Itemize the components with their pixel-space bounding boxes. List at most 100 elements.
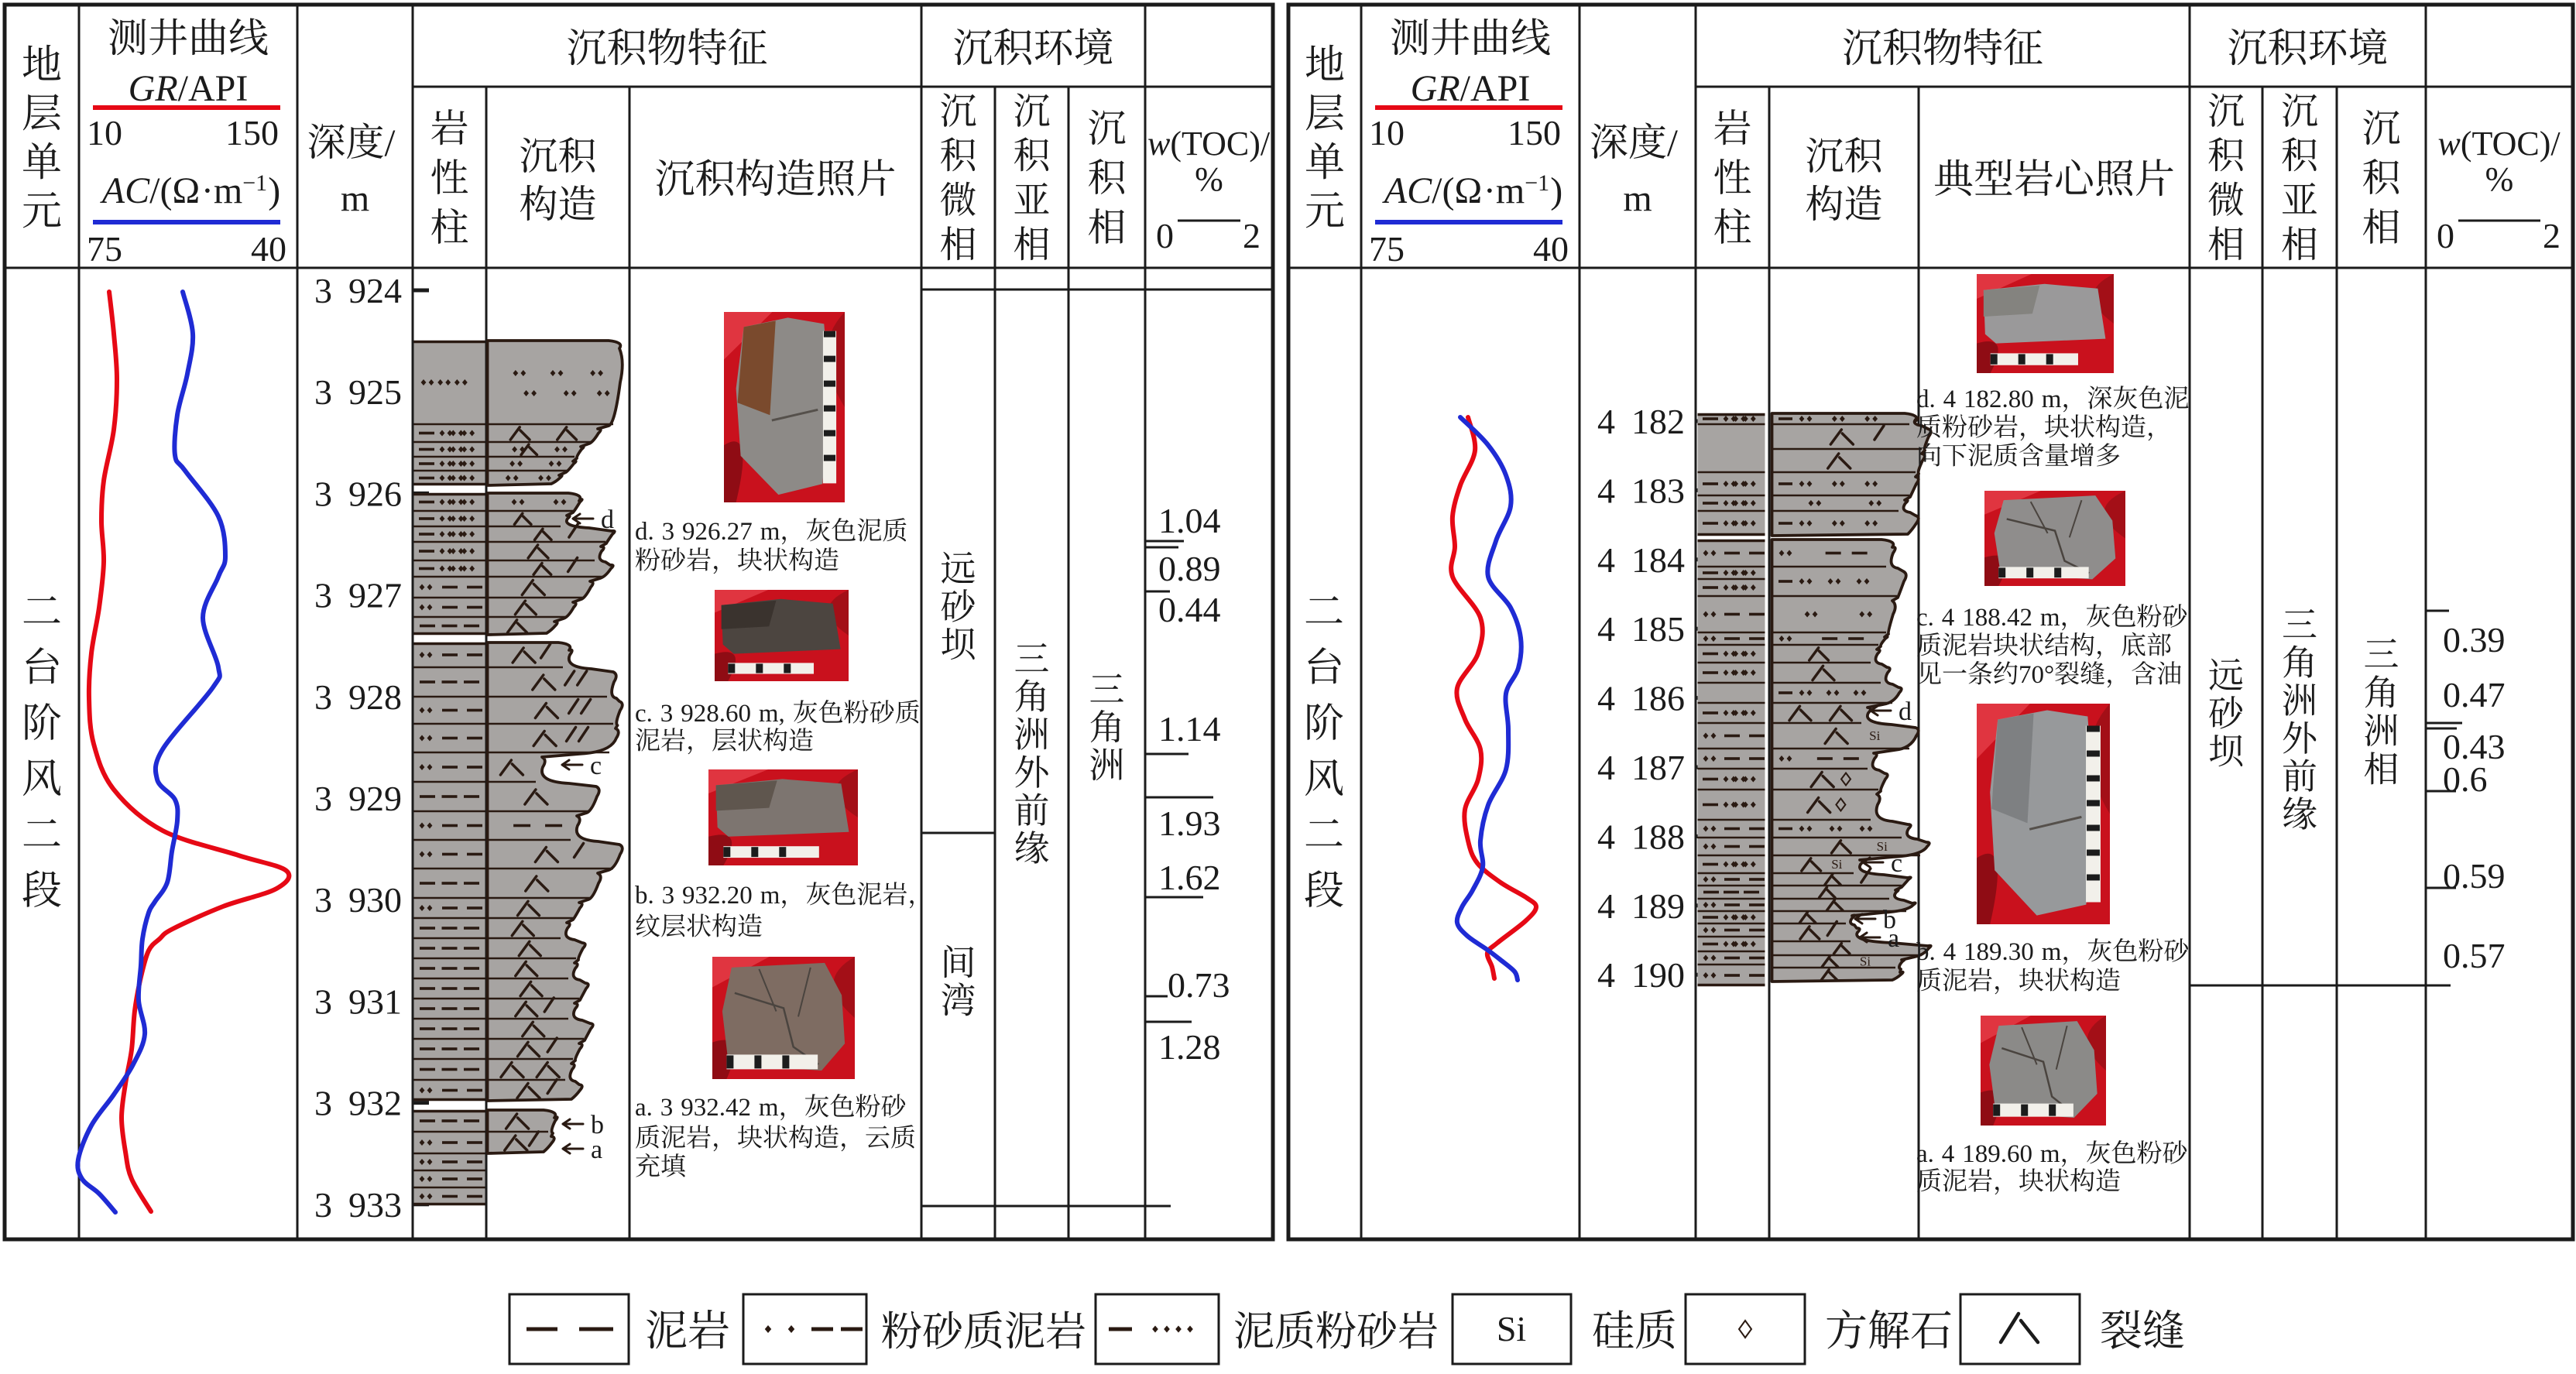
svg-text:Si: Si xyxy=(1831,857,1842,872)
svg-text:3: 3 xyxy=(314,982,332,1021)
svg-text:4: 4 xyxy=(1597,609,1615,649)
svg-text:/: / xyxy=(1667,121,1678,164)
svg-text:m: m xyxy=(341,178,369,219)
svg-text:70°: 70° xyxy=(2019,661,2054,689)
svg-text:3: 3 xyxy=(314,271,332,310)
svg-text:4: 4 xyxy=(1597,817,1615,856)
svg-text:0.59: 0.59 xyxy=(2443,856,2506,896)
svg-text:m,: m, xyxy=(759,700,785,728)
svg-text:933: 933 xyxy=(348,1185,402,1225)
svg-text:c.: c. xyxy=(1916,604,1934,632)
svg-text:182.80: 182.80 xyxy=(1964,385,2034,413)
svg-text:0.44: 0.44 xyxy=(1158,590,1221,629)
svg-text:931: 931 xyxy=(348,982,402,1021)
svg-text:3: 3 xyxy=(662,518,675,546)
svg-text:188: 188 xyxy=(1631,817,1685,856)
svg-text:3: 3 xyxy=(314,576,332,615)
svg-text:184: 184 xyxy=(1631,540,1685,580)
svg-text:3: 3 xyxy=(314,474,332,513)
svg-text:0.73: 0.73 xyxy=(1168,965,1230,1005)
svg-text:3: 3 xyxy=(314,677,332,717)
svg-text:/(: /( xyxy=(149,170,172,211)
svg-text:0.39: 0.39 xyxy=(2443,620,2506,660)
svg-text:189.30: 189.30 xyxy=(1964,938,2034,966)
svg-text:3: 3 xyxy=(314,372,332,412)
svg-text:187: 187 xyxy=(1631,748,1685,787)
svg-text:1.93: 1.93 xyxy=(1158,803,1221,843)
svg-text:/(: /( xyxy=(1432,170,1454,211)
svg-text:m: m xyxy=(2040,1140,2060,1168)
svg-text:b: b xyxy=(591,1111,604,1139)
svg-text:926.27: 926.27 xyxy=(682,518,753,546)
svg-text:4: 4 xyxy=(1943,385,1957,413)
svg-text:4: 4 xyxy=(1597,955,1615,995)
svg-text:b.: b. xyxy=(635,882,654,910)
svg-text:1.04: 1.04 xyxy=(1158,501,1221,540)
svg-text:): ) xyxy=(1550,170,1562,211)
svg-text:186: 186 xyxy=(1631,679,1685,718)
svg-text:4: 4 xyxy=(1597,471,1615,510)
svg-text:3: 3 xyxy=(662,882,675,910)
svg-text:AC: AC xyxy=(1382,170,1432,211)
svg-text:·m: ·m xyxy=(1484,170,1525,211)
svg-text:0.43: 0.43 xyxy=(2443,727,2506,766)
svg-text:1.28: 1.28 xyxy=(1158,1027,1221,1067)
svg-text:Ω: Ω xyxy=(172,170,200,211)
svg-text:m: m xyxy=(760,882,780,910)
svg-text:189: 189 xyxy=(1631,886,1685,926)
svg-text:GR: GR xyxy=(1411,68,1460,109)
svg-text:40: 40 xyxy=(1533,229,1569,269)
svg-text:75: 75 xyxy=(1369,229,1405,269)
svg-text:%: % xyxy=(2485,160,2514,198)
svg-text:%: % xyxy=(1195,160,1223,198)
svg-text:4: 4 xyxy=(1597,679,1615,718)
svg-text:932: 932 xyxy=(348,1084,402,1123)
svg-text:m: m xyxy=(2042,938,2062,966)
svg-text:3: 3 xyxy=(660,1094,674,1122)
svg-text:−1: −1 xyxy=(242,170,267,196)
svg-text:75: 75 xyxy=(87,229,122,269)
svg-text:0.47: 0.47 xyxy=(2443,675,2506,714)
svg-text:150: 150 xyxy=(225,113,279,152)
svg-text:b: b xyxy=(1883,906,1896,934)
svg-text:m: m xyxy=(759,1094,779,1122)
svg-text:3: 3 xyxy=(314,779,332,818)
svg-text:3: 3 xyxy=(660,700,674,728)
svg-text:3: 3 xyxy=(314,1185,332,1225)
svg-text:4: 4 xyxy=(1597,748,1615,787)
svg-text:0.6: 0.6 xyxy=(2443,759,2488,799)
svg-text:−1: −1 xyxy=(1525,170,1549,196)
svg-text:Si: Si xyxy=(1877,839,1888,854)
svg-text:4: 4 xyxy=(1942,1140,1955,1168)
svg-text:2: 2 xyxy=(1243,216,1261,255)
svg-text:4: 4 xyxy=(1597,402,1615,441)
svg-text:d.: d. xyxy=(1916,385,1936,413)
svg-text:/API: /API xyxy=(178,68,249,109)
svg-text:AC: AC xyxy=(100,170,150,211)
svg-text:a.: a. xyxy=(1916,1140,1934,1168)
svg-text:1.62: 1.62 xyxy=(1158,858,1221,897)
svg-text:185: 185 xyxy=(1631,609,1685,649)
svg-text:/API: /API xyxy=(1460,68,1531,109)
svg-text:d.: d. xyxy=(635,518,654,546)
svg-text:GR: GR xyxy=(129,68,178,109)
svg-text:188.42: 188.42 xyxy=(1962,604,2032,632)
svg-text:182: 182 xyxy=(1631,402,1685,441)
svg-text:0: 0 xyxy=(2437,216,2454,255)
svg-text:4: 4 xyxy=(1597,886,1615,926)
svg-text:a: a xyxy=(591,1136,602,1164)
svg-text:190: 190 xyxy=(1631,955,1685,995)
svg-text:0.89: 0.89 xyxy=(1158,549,1221,588)
svg-text:0.57: 0.57 xyxy=(2443,936,2506,975)
svg-text:927: 927 xyxy=(348,576,402,615)
svg-text:Ω: Ω xyxy=(1454,170,1482,211)
svg-text:10: 10 xyxy=(87,113,122,152)
svg-text:926: 926 xyxy=(348,474,402,513)
svg-text:a.: a. xyxy=(635,1094,653,1122)
svg-text:c.: c. xyxy=(635,700,653,728)
svg-text:/: / xyxy=(385,121,396,164)
svg-text:929: 929 xyxy=(348,779,402,818)
svg-text:c: c xyxy=(590,752,602,780)
svg-text:0: 0 xyxy=(1156,216,1174,255)
svg-text:): ) xyxy=(268,170,280,211)
